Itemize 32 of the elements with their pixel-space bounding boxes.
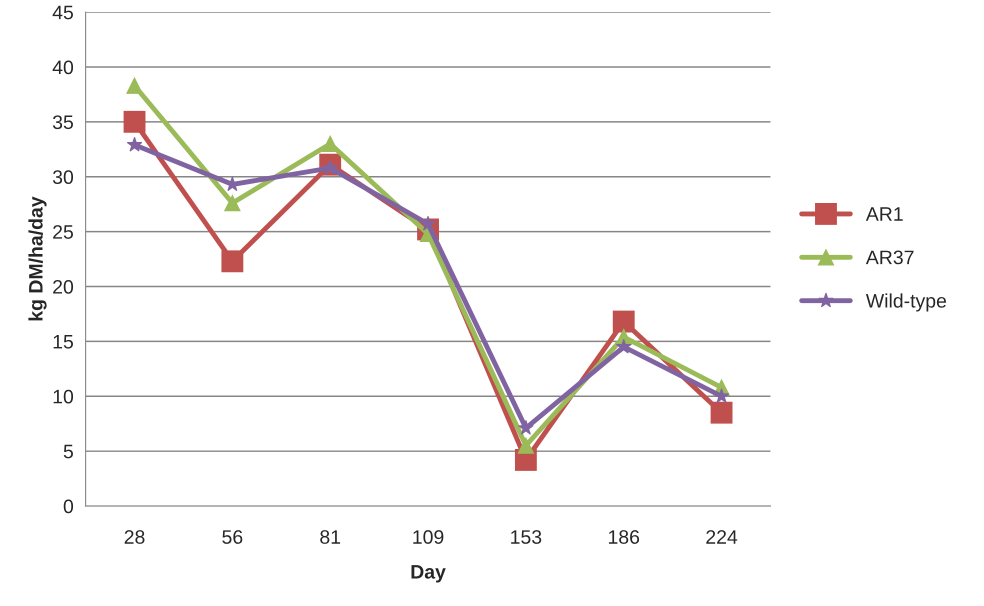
x-tick-label: 56: [222, 530, 242, 544]
point: [518, 420, 534, 435]
x-tick-label: 224: [706, 530, 738, 544]
x-tick-label: 28: [124, 530, 144, 544]
point: [126, 77, 143, 94]
point: [224, 194, 241, 212]
legend-label: Wild-type: [866, 293, 946, 312]
y-tick-label: 40: [52, 60, 74, 74]
legend-label: AR37: [866, 250, 914, 264]
point: [124, 110, 146, 133]
legend-label: AR1: [866, 207, 903, 221]
y-tick-label: 30: [52, 170, 74, 184]
point: [710, 402, 732, 424]
y-tick-label: 20: [53, 280, 74, 294]
y-tick-label: 10: [54, 390, 74, 404]
point: [612, 310, 635, 333]
y-tick-label: 15: [54, 335, 73, 349]
y-tick-label: 5: [64, 444, 73, 458]
y-tick-label: 45: [52, 6, 73, 20]
x-tick-label: 109: [413, 530, 444, 544]
point: [616, 338, 632, 354]
x-tick-label: 81: [320, 530, 340, 544]
y-tick-label: 25: [53, 225, 73, 239]
point: [221, 250, 244, 272]
y-axis-title: kg DM/ha/day: [28, 196, 47, 320]
y-tick-label: 0: [64, 499, 74, 514]
point: [126, 136, 142, 152]
x-tick-label: 153: [511, 530, 542, 544]
x-axis-title: Day: [412, 565, 446, 583]
x-tick-label: 186: [608, 530, 640, 544]
y-tick-label: 35: [52, 115, 73, 130]
point: [518, 437, 534, 454]
